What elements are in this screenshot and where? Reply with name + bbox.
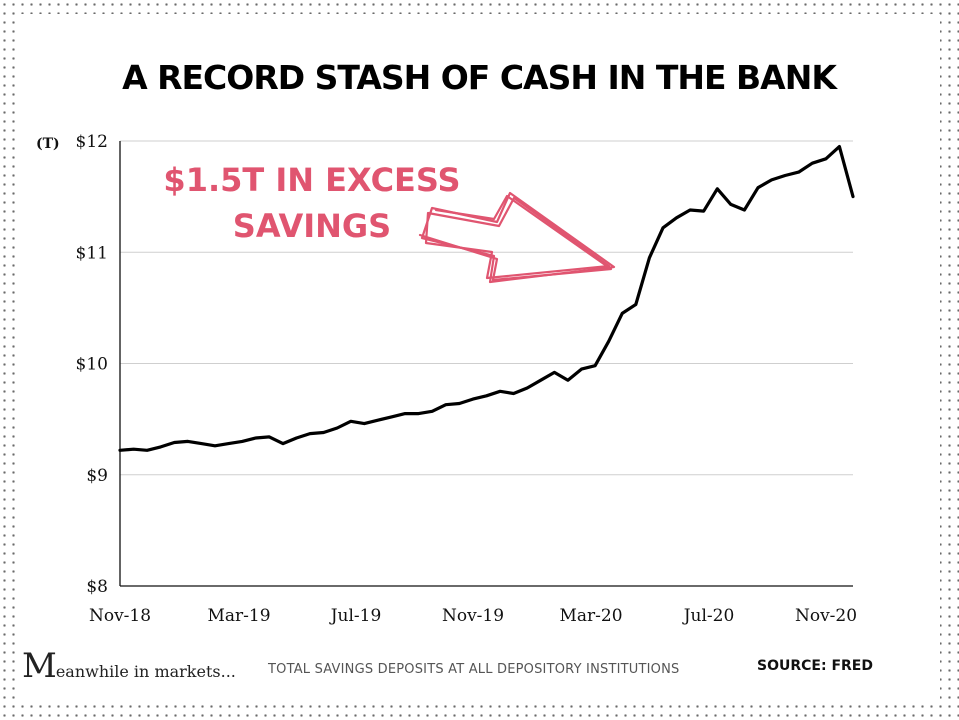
chart-card: A RECORD STASH OF CASH IN THE BANK [18,14,940,704]
y-tick-label: $12 [76,132,108,152]
series-group [118,145,855,452]
x-tick-label: Nov-19 [442,606,504,626]
x-axis-ticks: Nov-18 Mar-19 Jul-19 Nov-19 Mar-20 Jul-20 Nov-… [89,606,857,626]
chart-title: A RECORD STASH OF CASH IN THE BANK [122,58,837,97]
excess-savings-annotation: $1.5T IN EXCESS SAVINGS [163,161,616,284]
x-tick-label: Mar-20 [559,606,622,626]
logo-text: eanwhile in markets... [55,662,236,681]
y-axis-ticks: $8 $9 $10 $11 $12 [76,132,108,597]
annotation-line-1: $1.5T IN EXCESS [163,161,460,199]
y-tick-label: $10 [76,355,108,375]
x-tick-label: Jul-20 [682,606,735,626]
x-tick-label: Nov-18 [89,606,151,626]
x-tick-label: Nov-20 [795,606,857,626]
y-tick-label: $11 [76,243,108,263]
y-tick-label: $8 [86,577,108,597]
logo-mark: M [22,646,57,686]
y-tick-label: $9 [86,466,108,486]
brand-logo: M eanwhile in markets... [22,646,236,686]
y-unit-label: (T) [36,136,60,152]
x-tick-label: Jul-19 [329,606,382,626]
axes [119,141,853,587]
annotation-line-2: SAVINGS [233,207,391,245]
x-tick-label: Mar-19 [207,606,270,626]
arrow-icon [418,191,616,284]
source-label: SOURCE: FRED [757,658,873,674]
series-line-0 [118,145,855,452]
chart-caption: TOTAL SAVINGS DEPOSITS AT ALL DEPOSITORY… [268,662,680,677]
